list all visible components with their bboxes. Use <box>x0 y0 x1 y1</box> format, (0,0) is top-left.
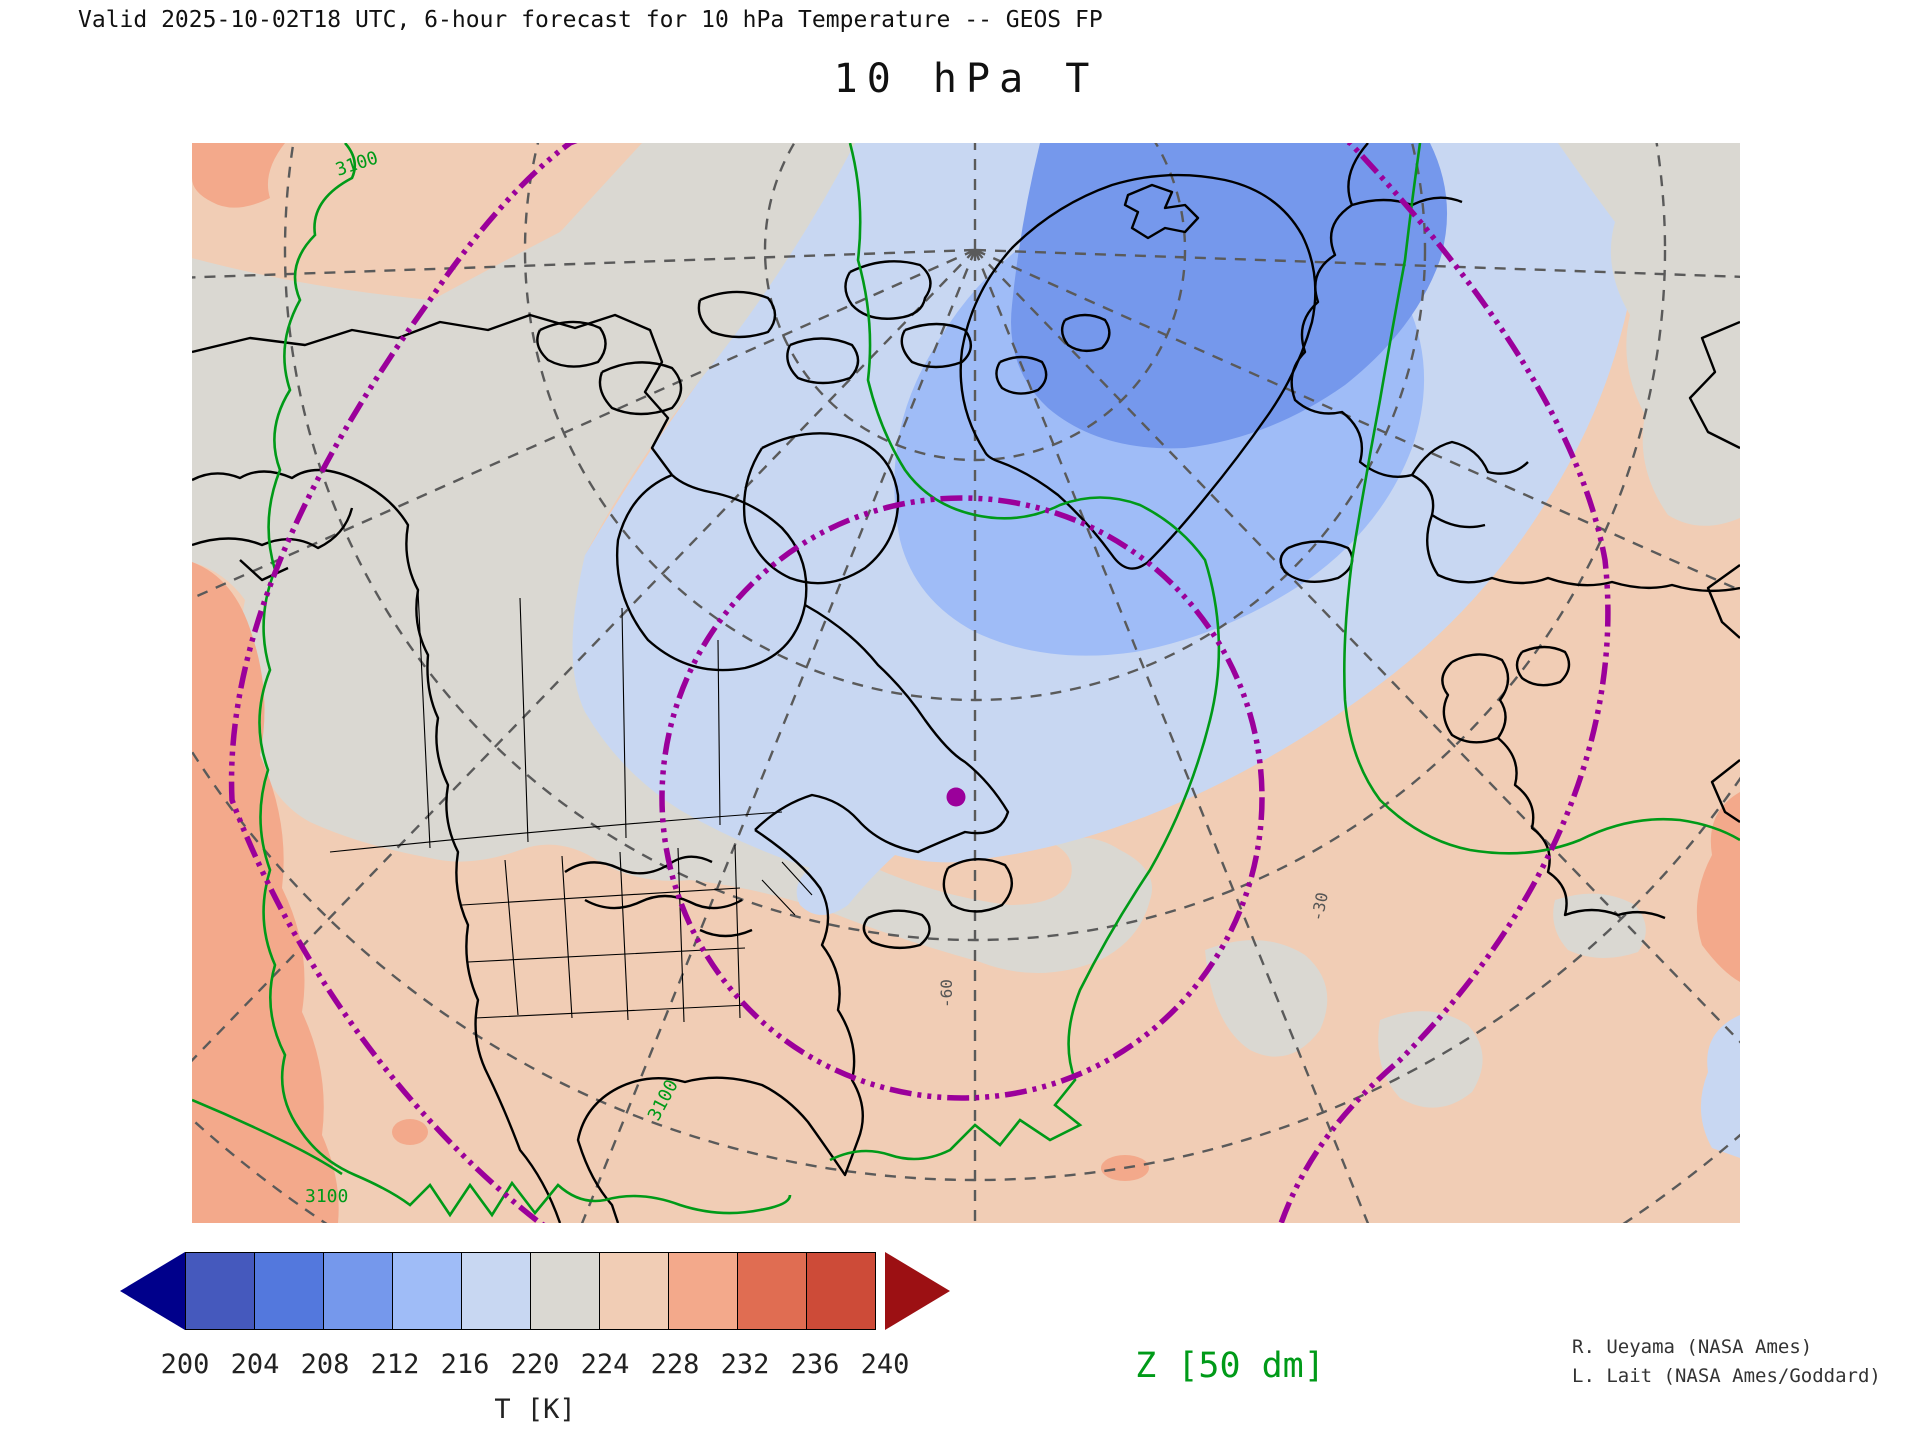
colorbar-tick-label: 236 <box>790 1349 840 1380</box>
shade-salmon-right-edge <box>1696 792 1740 982</box>
shade-salmon-spot-1 <box>392 1119 428 1145</box>
colorbar-segment <box>185 1252 255 1330</box>
great-lakes <box>564 855 753 938</box>
credit-line-1: R. Ueyama (NASA Ames) <box>1572 1336 1813 1358</box>
colorbar-tick-label: 228 <box>650 1349 700 1380</box>
shade-salmon-topleft <box>192 143 285 208</box>
colorbar-under-arrow <box>120 1252 185 1330</box>
colorbar-tick-label: 232 <box>720 1349 770 1380</box>
colorbar-tick-label: 212 <box>370 1349 420 1380</box>
colorbar-tick-label: 240 <box>860 1349 910 1380</box>
colorbar-tick-label: 204 <box>230 1349 280 1380</box>
europe-coast <box>1426 514 1740 920</box>
colorbar-title: T [K] <box>494 1394 576 1425</box>
colorbar-tick-label: 220 <box>510 1349 560 1380</box>
credits: R. Ueyama (NASA Ames) L. Lait (NASA Ames… <box>1572 1333 1881 1391</box>
shade-gray-patch-atlantic <box>1205 940 1328 1057</box>
shade-gray-midlatitudes <box>192 143 1152 974</box>
colorbar-segment <box>599 1252 669 1330</box>
state-borders <box>329 589 813 1023</box>
colorbar-segments <box>185 1252 876 1330</box>
colorbar-tick-label: 208 <box>300 1349 350 1380</box>
asia-right-edge <box>1688 320 1740 823</box>
svalbard <box>1123 183 1200 240</box>
colorbar-tick-label: 224 <box>580 1349 630 1380</box>
colorbar-segment <box>392 1252 462 1330</box>
nova-scotia <box>862 909 931 950</box>
geopotential-legend: Z [50 dm] <box>1135 1346 1325 1386</box>
newfoundland <box>942 858 1013 913</box>
vortex-edge-inner <box>659 495 1265 1101</box>
colorbar-segment <box>323 1252 393 1330</box>
colorbar-segment <box>530 1252 600 1330</box>
valid-line: Valid 2025-10-02T18 UTC, 6-hour forecast… <box>78 7 1103 33</box>
shade-gray-patch-east <box>1553 893 1646 959</box>
lon-label-60w: -60 <box>937 979 956 1008</box>
british-isles <box>1441 645 1571 744</box>
colorbar-tick-label: 216 <box>440 1349 490 1380</box>
greenland <box>959 173 1317 570</box>
colorbar-tick-label: 200 <box>160 1349 210 1380</box>
vortex-center-marker <box>946 787 966 807</box>
iceland <box>1279 540 1354 584</box>
colorbar-segment <box>461 1252 531 1330</box>
colorbar-over-arrow <box>885 1252 950 1330</box>
shade-gray-patch-se <box>1378 1011 1483 1108</box>
colorbar-segment <box>668 1252 738 1330</box>
shade-gray-russia <box>1558 143 1740 526</box>
vortex-edge <box>228 143 1611 1223</box>
page-title: 10 hPa T <box>833 56 1099 102</box>
contour-label-sw: 3100 <box>305 1186 348 1207</box>
shade-blue-bottomright <box>1700 1015 1740 1158</box>
graticule-labels: -60 -30 <box>937 891 1332 1008</box>
colorbar-segment <box>806 1252 876 1330</box>
colorbar-segment <box>254 1252 324 1330</box>
credit-line-2: L. Lait (NASA Ames/Goddard) <box>1572 1365 1881 1387</box>
vortex-edge-outer <box>228 143 1611 1223</box>
colorbar-segment <box>737 1252 807 1330</box>
